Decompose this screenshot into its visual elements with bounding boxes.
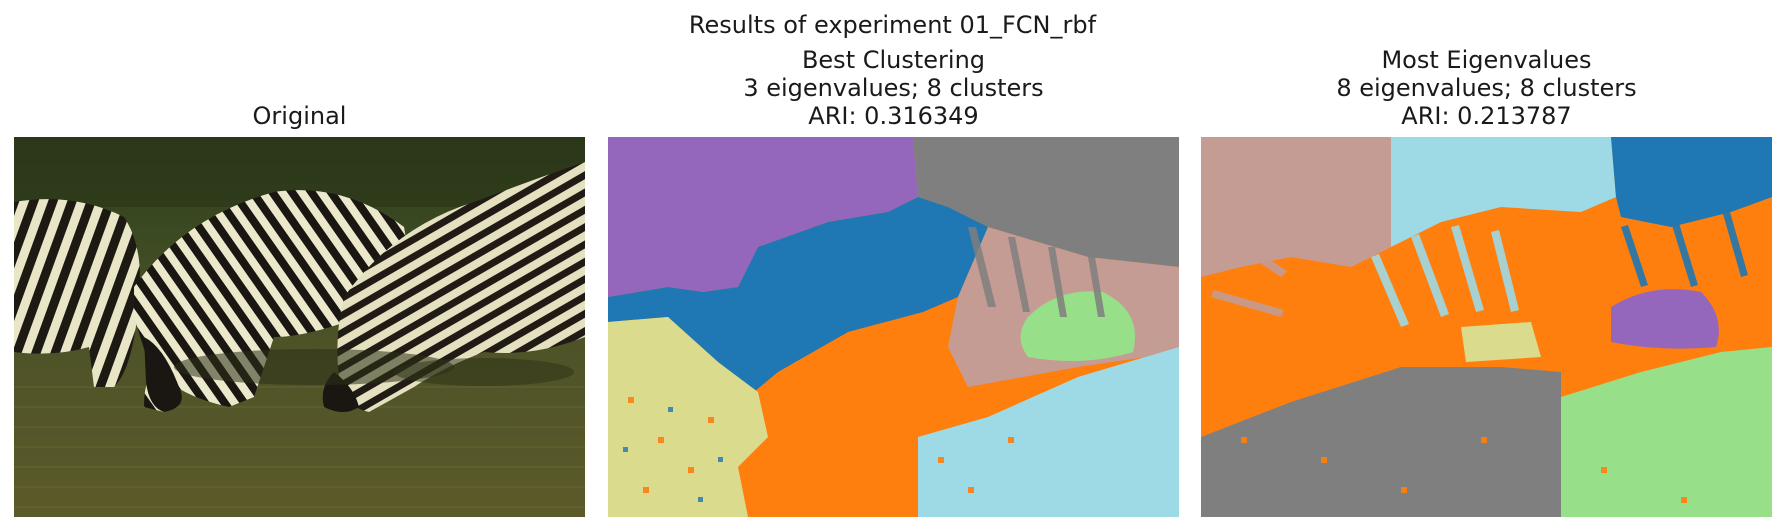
panel-most-title-line-1: Most Eigenvalues — [1381, 46, 1592, 74]
best-clustering-panel — [608, 137, 1179, 517]
panel-original-title-line-1: Original — [252, 102, 347, 130]
panel-original-title: Original — [14, 102, 585, 130]
panel-best-title-line-3: ARI: 0.316349 — [808, 102, 979, 130]
panel-best-title-line-2: 3 eigenvalues; 8 clusters — [743, 74, 1044, 102]
original-image-panel — [14, 137, 585, 517]
panel-best-title: Best Clustering 3 eigenvalues; 8 cluster… — [608, 46, 1179, 130]
panel-best-title-line-1: Best Clustering — [801, 46, 986, 74]
most-eigenvalues-map — [1201, 137, 1772, 517]
panel-most-title-line-2: 8 eigenvalues; 8 clusters — [1336, 74, 1637, 102]
panel-most-title: Most Eigenvalues 8 eigenvalues; 8 cluste… — [1201, 46, 1772, 130]
panel-most-title-line-3: ARI: 0.213787 — [1401, 102, 1572, 130]
zebra-photo — [14, 137, 585, 517]
best-clustering-map — [608, 137, 1179, 517]
figure-title: Results of experiment 01_FCN_rbf — [688, 11, 1097, 39]
most-eigenvalues-panel — [1201, 137, 1772, 517]
